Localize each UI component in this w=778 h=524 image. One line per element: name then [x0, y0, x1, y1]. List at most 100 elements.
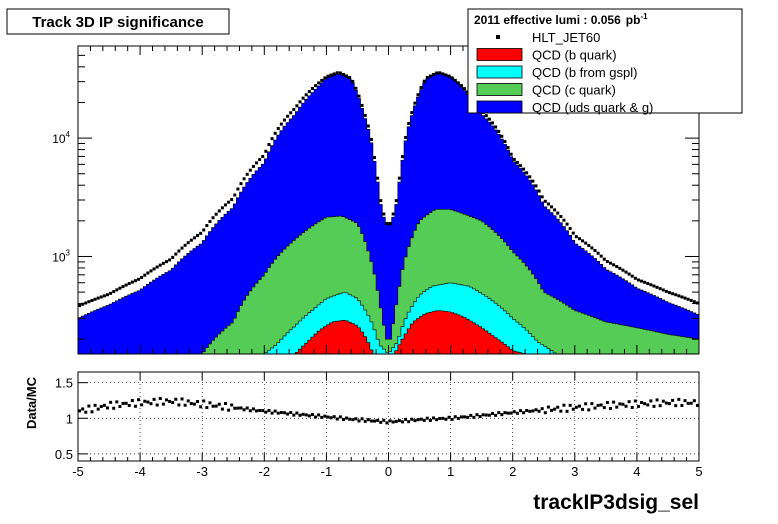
x-tick-label: 2 — [509, 464, 516, 479]
ratio-point — [593, 406, 597, 410]
data-point — [152, 267, 156, 271]
data-point — [609, 261, 613, 265]
ratio-point — [422, 418, 426, 422]
data-point — [525, 171, 529, 175]
data-point — [640, 279, 644, 283]
ratio-point — [314, 415, 318, 419]
data-point — [652, 284, 656, 288]
data-point — [593, 249, 597, 253]
data-point — [643, 280, 647, 284]
data-point — [668, 291, 671, 295]
ratio-point — [341, 417, 345, 421]
y-tick-label: 103 — [52, 248, 70, 264]
ratio-point — [369, 419, 373, 423]
data-point — [99, 295, 103, 299]
data-point — [522, 167, 526, 171]
ratio-point — [487, 413, 491, 417]
ratio-point — [609, 406, 613, 410]
ratio-point — [636, 404, 640, 408]
data-point — [245, 172, 249, 176]
ratio-point — [189, 402, 193, 406]
data-point — [295, 104, 299, 108]
ratio-point — [230, 403, 234, 407]
ratio-point — [202, 399, 206, 403]
x-tick-label: -1 — [321, 464, 333, 479]
data-point — [543, 199, 547, 203]
ratio-point — [130, 399, 134, 403]
ratio-point — [186, 399, 190, 403]
ratio-point — [605, 400, 609, 404]
ratio-point — [494, 413, 498, 417]
ratio-point — [360, 417, 364, 421]
ratio-point — [550, 408, 554, 412]
ratio-point — [469, 413, 473, 417]
ratio-point — [102, 403, 106, 407]
ratio-point — [388, 419, 392, 423]
ratio-point — [661, 399, 665, 403]
ratio-point — [348, 417, 352, 421]
ratio-point — [310, 413, 314, 417]
data-point — [419, 86, 423, 90]
x-tick-label: 4 — [633, 464, 640, 479]
data-point — [127, 282, 131, 286]
data-point — [180, 246, 184, 250]
data-point — [217, 209, 221, 213]
ratio-point — [512, 410, 516, 414]
ratio-point — [251, 407, 255, 411]
ratio-point — [196, 400, 200, 404]
ratio-point — [416, 418, 420, 422]
data-point — [223, 203, 227, 207]
ratio-point — [680, 403, 684, 407]
data-point — [164, 260, 168, 264]
ratio-point — [223, 402, 227, 405]
data-point — [683, 296, 687, 300]
data-point — [373, 156, 377, 160]
ratio-point — [522, 411, 526, 415]
ratio-point — [118, 404, 122, 408]
ratio-point — [239, 406, 243, 410]
data-point — [494, 125, 498, 129]
data-point — [407, 122, 411, 126]
data-point — [680, 295, 684, 299]
ratio-point — [211, 404, 215, 408]
ratio-point — [304, 413, 308, 417]
ratio-point — [658, 404, 662, 408]
ratio-point — [242, 408, 246, 412]
ratio-point — [435, 418, 439, 422]
ratio-point — [556, 405, 560, 409]
data-point — [196, 234, 200, 238]
data-point — [658, 287, 662, 291]
ratio-point — [376, 418, 380, 422]
legend-label: QCD (uds quark & g) — [532, 100, 653, 115]
data-point — [385, 221, 389, 225]
data-point — [391, 212, 395, 216]
data-point — [304, 93, 308, 97]
data-point — [118, 286, 122, 290]
ratio-point — [270, 411, 274, 415]
ratio-point — [298, 413, 302, 417]
legend-label: QCD (b from gspl) — [532, 65, 637, 80]
ratio-point — [491, 412, 495, 415]
data-point — [115, 288, 119, 292]
ratio-point — [307, 414, 311, 418]
ratio-point — [391, 420, 395, 424]
ratio-point — [695, 403, 699, 407]
data-point — [463, 87, 467, 91]
data-point — [655, 285, 659, 289]
ratio-point — [292, 413, 296, 417]
ratio-point — [525, 409, 529, 413]
top-panel-border — [77, 45, 700, 355]
data-point — [239, 182, 243, 186]
data-point — [612, 263, 616, 267]
data-point — [394, 199, 398, 203]
x-tick-label: 0 — [385, 464, 392, 479]
ratio-point — [289, 410, 293, 414]
ratio-point — [146, 400, 150, 404]
data-point — [124, 283, 128, 287]
ratio-point — [400, 420, 404, 424]
ratio-point — [627, 400, 631, 404]
data-point — [506, 146, 510, 149]
ratio-point — [633, 399, 637, 403]
ratio-point — [692, 399, 696, 403]
data-point — [286, 114, 290, 118]
